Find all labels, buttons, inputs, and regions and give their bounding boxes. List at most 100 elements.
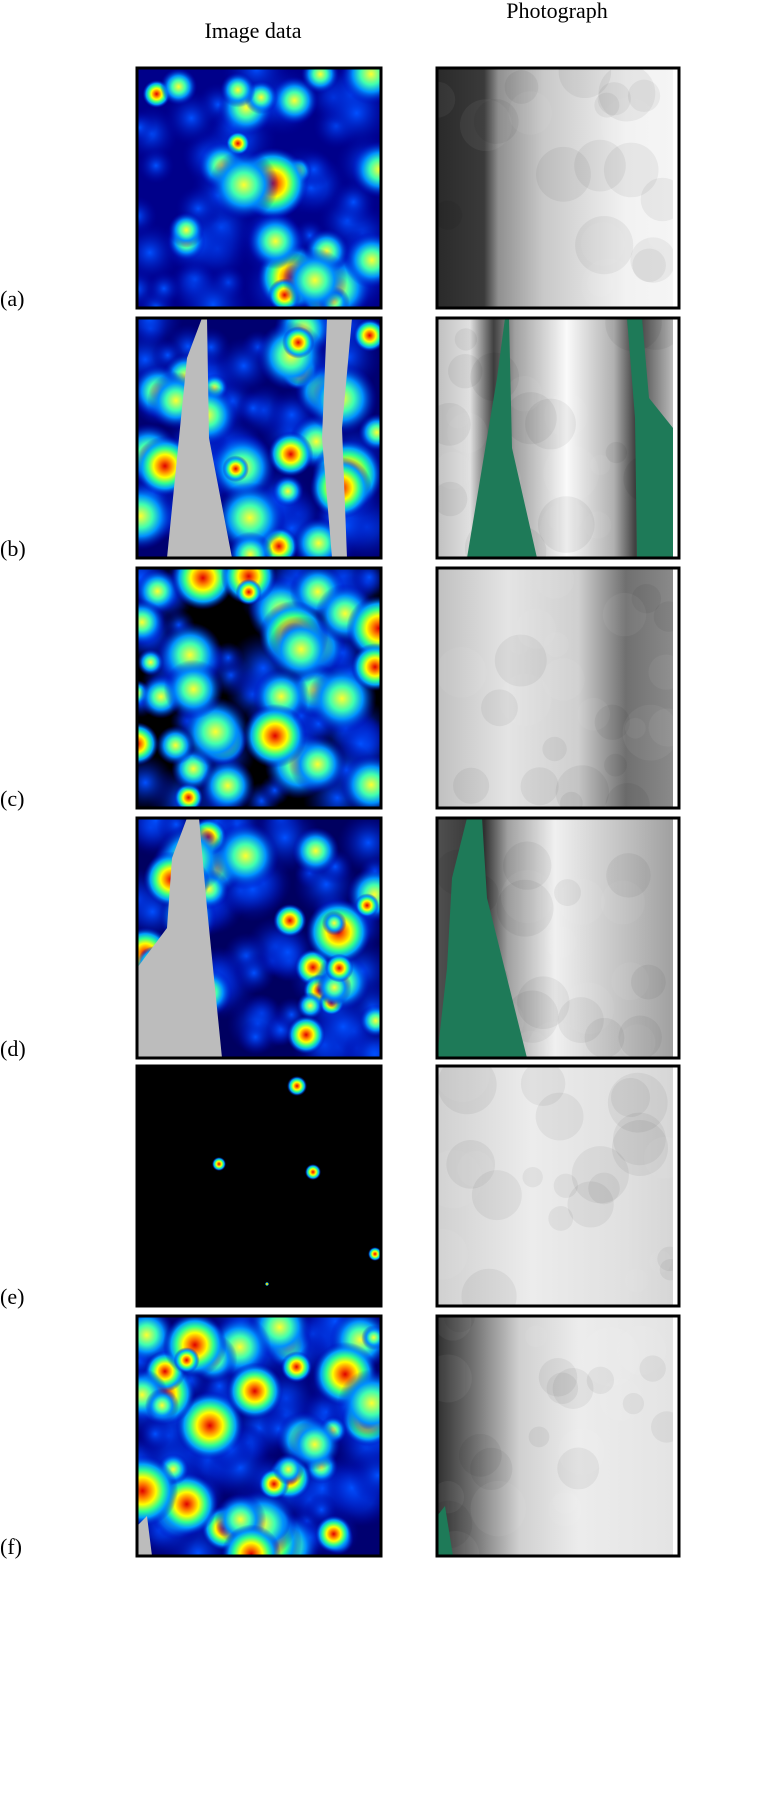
photo-texture	[537, 496, 595, 553]
photo-texture	[437, 1316, 472, 1341]
photograph-panel	[437, 818, 673, 1058]
heatmap-blob	[355, 893, 380, 918]
heatmap-blob	[273, 903, 307, 938]
photo-texture	[443, 1316, 476, 1333]
photo-texture	[558, 1428, 605, 1475]
image-data-panel	[137, 318, 381, 558]
photo-texture	[516, 976, 570, 1029]
photo-texture	[618, 1015, 662, 1058]
photo-texture	[437, 1150, 483, 1209]
photo-texture	[548, 1492, 582, 1527]
photo-texture	[657, 1246, 673, 1272]
photo-texture	[453, 767, 490, 804]
photo-texture	[603, 142, 659, 198]
masked-region	[437, 818, 527, 1058]
photo-texture	[520, 767, 559, 806]
heatmap-blob	[368, 1247, 381, 1261]
photo-texture	[522, 1166, 543, 1188]
photo-texture	[470, 1480, 527, 1537]
photo-texture	[605, 783, 650, 808]
heatmap-blob	[351, 141, 381, 198]
heatmap-blob	[267, 615, 335, 683]
photo-texture	[446, 405, 470, 429]
photo-texture	[622, 1392, 645, 1415]
photo-texture	[499, 673, 552, 726]
heatmap-blob	[265, 1282, 269, 1286]
photo-texture	[520, 1066, 566, 1106]
heatmap-blob	[212, 1157, 226, 1171]
photo-texture	[458, 1433, 502, 1477]
photo-texture	[454, 328, 478, 351]
photo-texture	[553, 1173, 578, 1198]
photo-texture	[471, 1170, 522, 1221]
photo-texture	[610, 1077, 651, 1118]
photo-texture	[496, 879, 554, 937]
photo-texture	[508, 633, 530, 655]
masked-region	[467, 318, 537, 558]
image-data-panel	[137, 818, 381, 1058]
photo-texture	[613, 1112, 666, 1166]
photo-texture	[538, 1358, 578, 1397]
heatmap-blob	[200, 758, 255, 808]
heatmap-blob	[235, 578, 262, 606]
photo-texture	[650, 70, 673, 94]
photo-texture	[599, 1378, 642, 1422]
photo-texture	[552, 1368, 594, 1409]
panel-border	[135, 816, 383, 1060]
photo-texture	[557, 997, 604, 1044]
heatmap-blob	[171, 568, 235, 610]
masked-region	[437, 1506, 453, 1556]
photo-texture	[504, 392, 557, 445]
photo-texture	[630, 964, 666, 1000]
photo-texture	[447, 412, 488, 454]
heatmap-blob	[226, 1362, 284, 1420]
photo-texture	[544, 393, 588, 437]
heatmap-blob	[155, 725, 196, 765]
column-header: Photograph	[506, 0, 607, 23]
photo-texture	[567, 1181, 614, 1228]
photo-texture	[574, 139, 626, 192]
heatmap-blob	[324, 953, 354, 983]
photo-texture	[557, 1447, 600, 1490]
masked-region	[167, 318, 232, 558]
photo-texture	[481, 689, 518, 727]
photo-texture	[604, 753, 627, 777]
panel-border	[135, 316, 383, 560]
heatmap-blob	[227, 531, 273, 558]
photo-texture	[594, 92, 620, 118]
photo-texture	[528, 1426, 550, 1448]
heatmap-blob	[280, 1351, 313, 1383]
heatmap-blob	[353, 319, 381, 352]
photograph	[437, 568, 673, 808]
heatmap-blob	[137, 648, 165, 676]
photo-texture	[461, 1268, 517, 1306]
heatmap-blob	[301, 68, 340, 94]
panel-label: (c)	[0, 786, 24, 811]
photo-texture	[597, 82, 631, 116]
photo-texture	[639, 1355, 666, 1382]
heatmap-blob	[343, 232, 381, 289]
heatmap-blob	[160, 68, 198, 106]
heatmap-blob	[247, 213, 304, 270]
photo-texture	[648, 654, 673, 690]
heatmap-blob	[163, 659, 224, 720]
photo-texture	[558, 878, 605, 925]
heatmap-blob	[237, 1019, 274, 1055]
heatmap-blob	[361, 1325, 381, 1351]
photo-texture	[447, 353, 483, 389]
photo-texture	[525, 398, 576, 450]
photo-texture	[437, 1480, 465, 1514]
photo-texture	[527, 1021, 584, 1058]
column-header: Image data	[204, 18, 301, 43]
heatmap-blob	[137, 147, 175, 185]
photo-texture	[651, 1411, 673, 1443]
heatmap-blob	[173, 1347, 200, 1374]
photo-texture	[649, 1250, 672, 1273]
image-data-panel	[137, 568, 381, 808]
photo-texture	[508, 91, 553, 135]
heatmap-blob	[221, 1524, 281, 1556]
panel-border	[435, 816, 681, 1060]
photo-texture	[643, 1136, 673, 1179]
photo-texture	[555, 765, 609, 808]
